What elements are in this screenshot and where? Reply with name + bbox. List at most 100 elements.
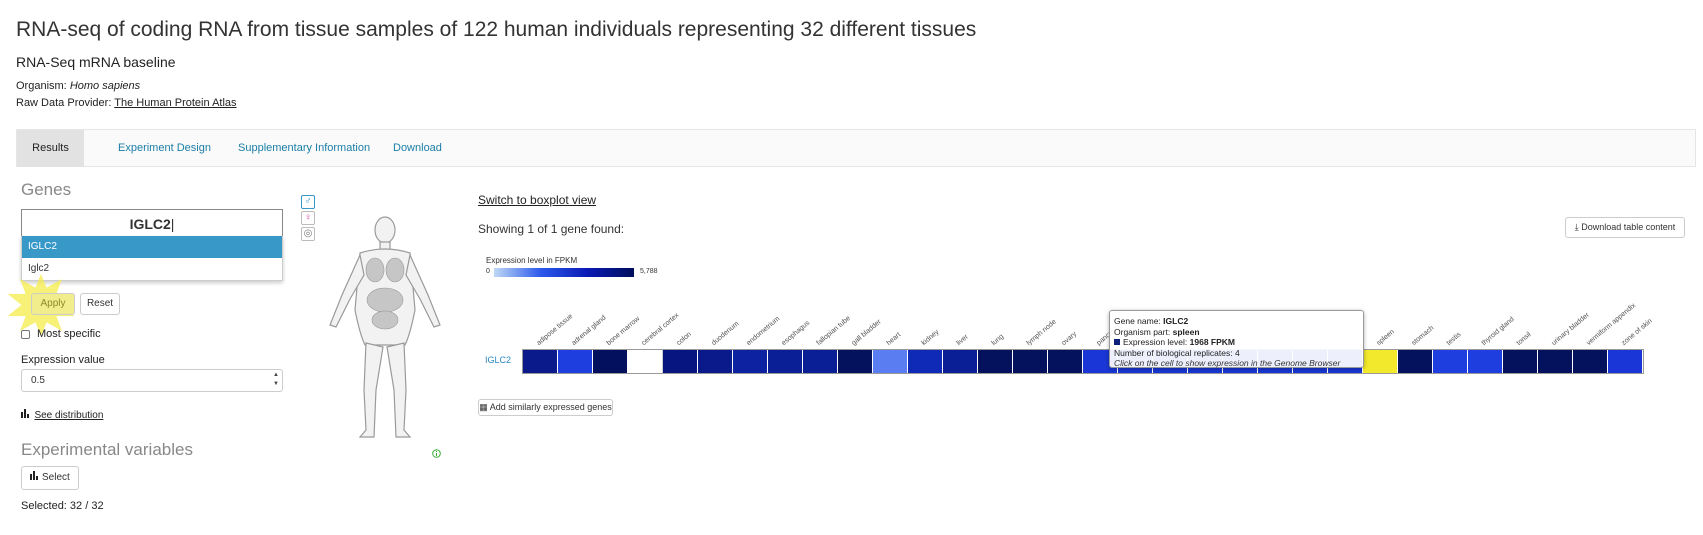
tooltip-gene-name: IGLC2 xyxy=(1163,316,1189,326)
heatmap-cell[interactable] xyxy=(768,350,803,373)
heatmap-cell[interactable] xyxy=(943,350,978,373)
tissue-column-label: liver xyxy=(955,333,970,347)
tissue-column-label: stomach xyxy=(1410,324,1436,347)
heatmap-cell[interactable] xyxy=(1608,350,1643,373)
legend-max: 5,788 xyxy=(640,268,658,275)
color-square-icon xyxy=(1114,339,1120,345)
legend-min: 0 xyxy=(486,268,490,275)
heatmap-cell[interactable] xyxy=(978,350,1013,373)
heatmap-cell[interactable] xyxy=(628,350,663,373)
anatomogram-body[interactable] xyxy=(320,215,450,440)
reset-button[interactable]: Reset xyxy=(80,293,120,315)
download-table-button[interactable]: ⤓ Download table content xyxy=(1565,217,1685,238)
heatmap-cell[interactable] xyxy=(803,350,838,373)
page-title: RNA-seq of coding RNA from tissue sample… xyxy=(16,18,977,41)
brain-icon[interactable]: ◎ xyxy=(301,227,315,241)
tissue-column-label: lymph node xyxy=(1025,318,1058,347)
grid-icon: ▦ xyxy=(479,402,488,412)
genes-heading: Genes xyxy=(21,180,72,199)
heatmap-cell[interactable] xyxy=(1468,350,1503,373)
expression-value-input[interactable]: 0.5 ▲ ▼ xyxy=(21,369,283,392)
tab-bar: Results Experiment Design Supplementary … xyxy=(16,129,1696,167)
gene-input-value: IGLC2 xyxy=(129,216,171,232)
tissue-column-label: testis xyxy=(1445,331,1463,347)
tooltip-part-value: spleen xyxy=(1172,326,1200,337)
spin-up-icon[interactable]: ▲ xyxy=(273,372,279,378)
gene-search-input[interactable]: IGLC2| xyxy=(21,209,283,239)
tissue-column-label: endometrium xyxy=(745,315,782,347)
provider-line: Raw Data Provider: The Human Protein Atl… xyxy=(16,97,237,109)
heatmap-cell[interactable] xyxy=(908,350,943,373)
heatmap-cell[interactable] xyxy=(1433,350,1468,373)
heatmap-cell[interactable] xyxy=(838,350,873,373)
provider-label: Raw Data Provider: xyxy=(16,97,112,109)
tab-results[interactable]: Results xyxy=(17,130,84,167)
see-distribution-link[interactable]: See distribution xyxy=(21,405,103,423)
heatmap-cell[interactable] xyxy=(593,350,628,373)
tooltip-part-label: Organism part: xyxy=(1114,326,1171,337)
most-specific-label: Most specific xyxy=(37,328,101,340)
expression-value: 0.5 xyxy=(31,375,45,386)
tissue-column-label: colon xyxy=(675,330,693,347)
tissue-column-label: bone marrow xyxy=(605,315,642,347)
showing-count: Showing 1 of 1 gene found: xyxy=(478,222,625,236)
heatmap-cell[interactable] xyxy=(1013,350,1048,373)
tooltip-replicates-value: 4 xyxy=(1234,347,1240,358)
legend-title: Expression level in FPKM xyxy=(486,256,578,265)
info-icon[interactable] xyxy=(432,449,441,458)
heatmap-cell[interactable] xyxy=(1363,350,1398,373)
tab-supplementary-information[interactable]: Supplementary Information xyxy=(238,142,371,154)
tissue-column-label: gall bladder xyxy=(850,318,883,347)
selected-count: Selected: 32 / 32 xyxy=(21,500,104,512)
apply-button[interactable]: Apply xyxy=(31,293,75,315)
tissue-column-label: kidney xyxy=(920,328,941,347)
tooltip-expression-value: 1968 FPKM xyxy=(1189,337,1235,347)
tooltip-expression-label: Expression level: xyxy=(1123,337,1188,347)
organism-value: Homo sapiens xyxy=(69,80,141,92)
select-label: Select xyxy=(41,472,70,483)
gene-row-label[interactable]: IGLC2 xyxy=(485,355,512,365)
tissue-column-label: heart xyxy=(885,331,903,347)
heatmap-cell[interactable] xyxy=(1573,350,1608,373)
tissue-column-label: ovary xyxy=(1060,330,1079,347)
heatmap-cell[interactable] xyxy=(698,350,733,373)
spin-down-icon[interactable]: ▼ xyxy=(273,381,279,387)
heatmap-cell[interactable] xyxy=(523,350,558,373)
heatmap-row xyxy=(522,349,1644,374)
tab-download[interactable]: Download xyxy=(393,142,442,154)
tissue-column-label: adrenal gland xyxy=(570,314,608,347)
heatmap-tooltip: Gene name: IGLC2 Organism part: spleen E… xyxy=(1109,310,1364,368)
tissue-column-label: zone of skin xyxy=(1620,317,1654,347)
experimental-variables-heading: Experimental variables xyxy=(21,440,193,459)
heatmap-cell[interactable] xyxy=(873,350,908,373)
heatmap-cell[interactable] xyxy=(663,350,698,373)
heatmap-cell[interactable] xyxy=(1398,350,1433,373)
tissue-column-label: lung xyxy=(990,333,1006,347)
heatmap-cell[interactable] xyxy=(558,350,593,373)
most-specific-checkbox[interactable] xyxy=(21,330,30,339)
tissue-column-label: cerebral cortex xyxy=(640,311,681,347)
female-icon[interactable]: ♀ xyxy=(301,211,315,225)
tab-experiment-design[interactable]: Experiment Design xyxy=(118,142,211,154)
heatmap-cell[interactable] xyxy=(1538,350,1573,373)
see-distribution-label: See distribution xyxy=(34,410,104,421)
heatmap-cell[interactable] xyxy=(733,350,768,373)
tooltip-note: Click on the cell to show expression in … xyxy=(1114,358,1341,368)
tissue-column-label: spleen xyxy=(1375,328,1396,347)
expression-value-label: Expression value xyxy=(21,354,105,366)
add-similar-genes-button[interactable]: ▦ Add similarly expressed genes xyxy=(478,399,613,416)
provider-link[interactable]: The Human Protein Atlas xyxy=(114,97,237,109)
tissue-column-label: fallopian tube xyxy=(815,314,852,347)
select-button[interactable]: Select xyxy=(21,466,79,490)
heatmap-cell[interactable] xyxy=(1048,350,1083,373)
organism-line: Organism: Homo sapiens xyxy=(16,80,140,92)
heatmap-cell[interactable] xyxy=(1503,350,1538,373)
switch-boxplot-link[interactable]: Switch to boxplot view xyxy=(478,193,597,207)
suggestion-item[interactable]: Iglc2 xyxy=(28,263,50,274)
tooltip-gene-label: Gene name: xyxy=(1114,316,1161,326)
legend-gradient xyxy=(494,268,634,277)
male-icon[interactable]: ♂ xyxy=(301,195,315,209)
suggestion-item[interactable]: IGLC2 xyxy=(22,236,282,258)
gene-suggestions-dropdown: IGLC2 Iglc2 xyxy=(21,236,283,281)
download-icon: ⤓ xyxy=(1574,222,1579,232)
